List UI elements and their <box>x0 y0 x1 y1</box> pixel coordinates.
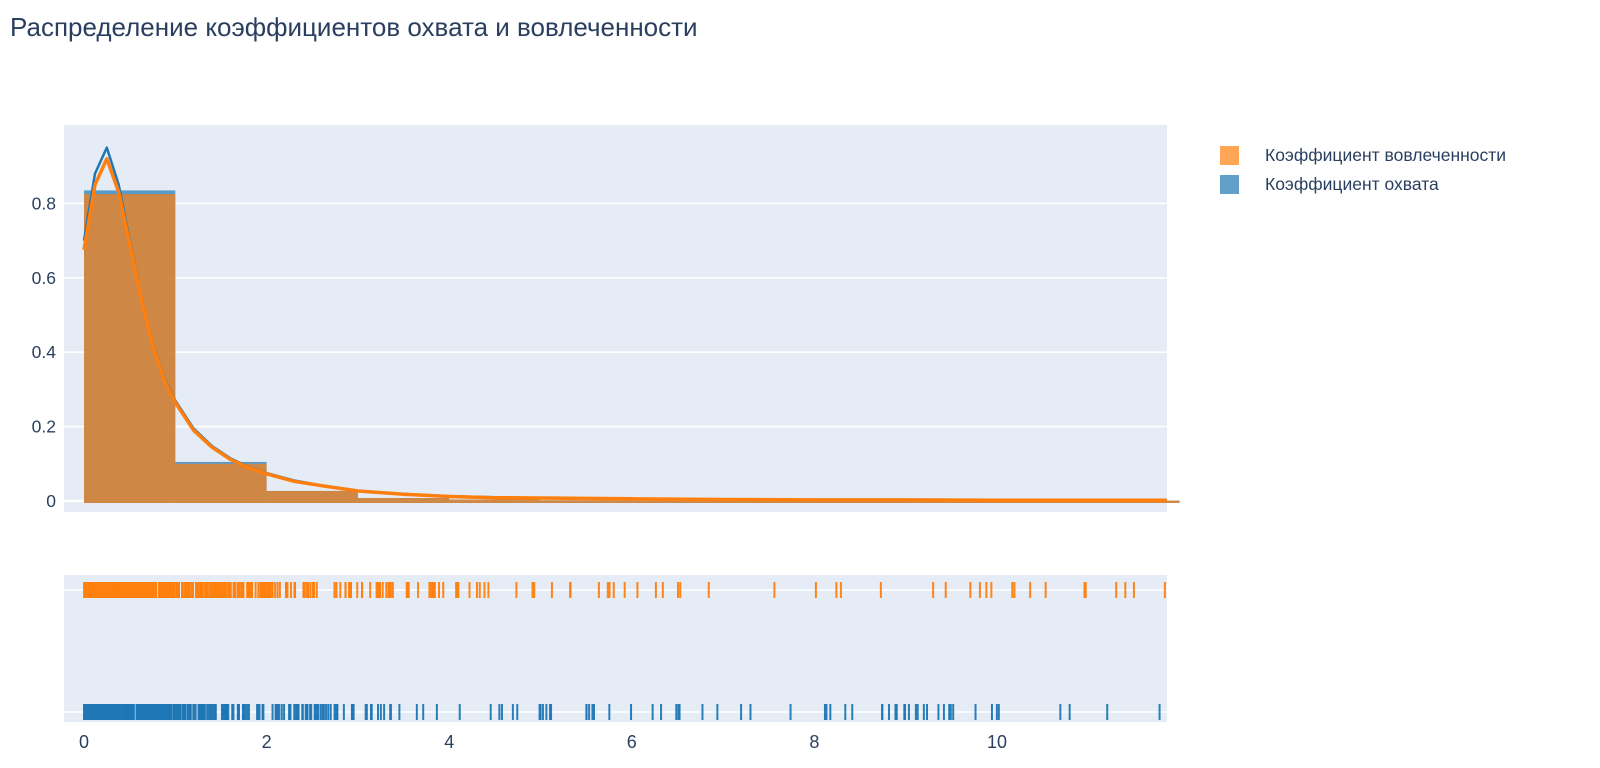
y-tick-label: 0 <box>46 491 56 511</box>
histogram-bar[interactable] <box>631 500 724 503</box>
histogram-bar[interactable] <box>266 490 358 503</box>
rug-panel[interactable] <box>64 575 1167 722</box>
x-tick-label: 4 <box>444 732 454 752</box>
y-tick-label: 0.2 <box>32 417 56 437</box>
x-tick-label: 0 <box>79 732 89 752</box>
legend-swatch-reach[interactable] <box>1220 175 1239 194</box>
legend-label-engagement[interactable]: Коэффициент вовлеченности <box>1265 145 1507 165</box>
main-plot-background <box>64 125 1167 512</box>
kde-line[interactable] <box>82 157 1167 503</box>
x-tick-label: 10 <box>987 732 1007 752</box>
y-tick-label: 0.8 <box>32 193 56 213</box>
histogram-bar[interactable] <box>540 500 632 503</box>
y-axis-tick-labels: 0 0.2 0.4 0.6 0.8 <box>32 193 57 511</box>
histogram-panel[interactable] <box>64 125 1180 512</box>
x-tick-label: 6 <box>627 732 637 752</box>
legend-item-engagement[interactable]: Коэффициент вовлеченности <box>1220 141 1506 170</box>
legend-item-reach[interactable]: Коэффициент охвата <box>1220 170 1506 199</box>
legend: Коэффициент вовлеченности Коэффициент ох… <box>1220 141 1506 199</box>
legend-label-reach[interactable]: Коэффициент охвата <box>1265 174 1439 194</box>
chart-title: Распределение коэффициентов охвата и вов… <box>10 12 698 42</box>
y-tick-label: 0.6 <box>32 268 56 288</box>
histogram-bar[interactable] <box>357 498 450 503</box>
y-tick-label: 0.4 <box>32 342 57 362</box>
histogram-bar[interactable] <box>814 500 906 503</box>
x-tick-label: 2 <box>262 732 272 752</box>
rug-plot-background <box>64 575 1167 722</box>
legend-swatch-engagement[interactable] <box>1220 146 1239 165</box>
x-tick-label: 8 <box>809 732 819 752</box>
histogram-bar[interactable] <box>723 500 815 503</box>
histogram-bar[interactable] <box>449 499 541 503</box>
x-axis-tick-labels: 0 2 4 6 8 10 <box>79 732 1007 752</box>
